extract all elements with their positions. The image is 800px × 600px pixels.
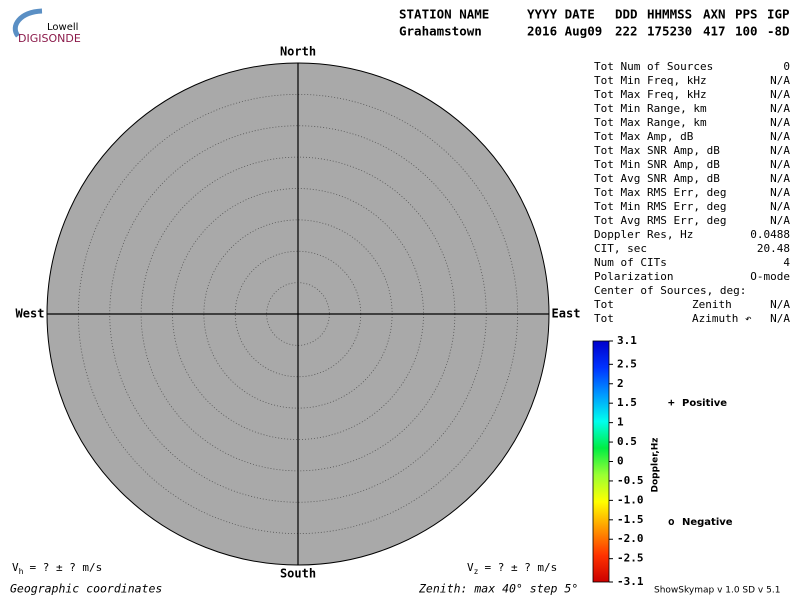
colorbar-tick-label: 1 [617, 416, 624, 429]
stat-value: N/A [770, 214, 790, 227]
logo-bottom: DIGISONDE [18, 32, 81, 45]
colorbar-tick-label: 2.5 [617, 357, 637, 370]
stat-value: 4 [783, 256, 790, 269]
stat-label: Num of CITs [594, 256, 667, 269]
legend-name: Positive [682, 398, 727, 409]
stat-value: N/A [770, 158, 790, 171]
stat-value: N/A [770, 200, 790, 213]
legend-name: Negative [682, 517, 733, 528]
legend-marker: + [668, 396, 675, 409]
header-label: PPS [735, 7, 758, 22]
header-label: DDD [615, 7, 638, 22]
stat-label: Center of Sources, deg: [594, 284, 746, 297]
header-value: 100 [735, 24, 758, 39]
stat-value: N/A [770, 298, 790, 311]
stat-label: Tot Max Amp, dB [594, 130, 694, 143]
stat-label: Tot Min RMS Err, deg [594, 200, 726, 213]
north-label: North [280, 45, 316, 59]
header-value: -8D [767, 24, 790, 39]
stat-label: Doppler Res, Hz [594, 228, 693, 241]
header-value: 2016 Aug09 [527, 24, 602, 39]
velocity-subscript: h [19, 567, 24, 576]
stat-label: Tot Max Range, km [594, 116, 707, 129]
stat-label: Tot Min Range, km [594, 102, 707, 115]
colorbar-tick-label: 2 [617, 377, 624, 390]
stat-value: N/A [770, 172, 790, 185]
stat-label: Tot Avg RMS Err, deg [594, 214, 726, 227]
stat-label: Tot [594, 312, 614, 325]
colorbar-label: Doppler,Hz [651, 437, 661, 492]
west-label: West [16, 307, 45, 321]
stat-label: Tot Max RMS Err, deg [594, 186, 726, 199]
stat-label: Tot Min Freq, kHz [594, 74, 707, 87]
velocity-text: = ? ± ? m/s [484, 561, 557, 574]
colorbar-tick-label: -1.5 [617, 513, 644, 526]
coordinates-note: Geographic coordinates [10, 582, 162, 596]
logo-top: Lowell [47, 22, 78, 33]
stat-sublabel: Azimuth ↶ [692, 312, 752, 325]
stat-value: O-mode [750, 270, 790, 283]
velocity-symbol: V [12, 561, 19, 574]
stat-label: Tot Max SNR Amp, dB [594, 144, 720, 157]
velocity-symbol: V [467, 561, 474, 574]
logo-swoosh [12, 8, 43, 38]
velocity-text: = ? ± ? m/s [29, 561, 102, 574]
velocity-subscript: z [474, 567, 479, 576]
stat-label: Tot Max Freq, kHz [594, 88, 707, 101]
colorbar-tick-label: -3.1 [617, 575, 644, 588]
header-value: 417 [703, 24, 726, 39]
zenith-note: Zenith: max 40° step 5° [418, 582, 578, 596]
legend-marker: o [668, 515, 675, 528]
stat-value: N/A [770, 312, 790, 325]
colorbar-tick-label: 3.1 [617, 334, 637, 347]
logo: Lowell DIGISONDE [12, 8, 81, 45]
stat-label: CIT, sec [594, 242, 647, 255]
stat-label: Tot Num of Sources [594, 60, 713, 73]
stat-value: 20.48 [757, 242, 790, 255]
colorbar-tick-label: -1.0 [617, 493, 644, 506]
header-label: IGP [767, 7, 790, 22]
header-value: 222 [615, 24, 638, 39]
stat-value: N/A [770, 186, 790, 199]
stat-label: Tot [594, 298, 614, 311]
stat-sublabel: Zenith [692, 298, 732, 311]
stat-value: 0.0488 [750, 228, 790, 241]
stat-label: Polarization [594, 270, 673, 283]
stat-value: N/A [770, 116, 790, 129]
stat-value: N/A [770, 88, 790, 101]
colorbar-tick-label: 1.5 [617, 396, 637, 409]
velocity: Vz = ? ± ? m/s [467, 561, 557, 576]
stat-label: Tot Min SNR Amp, dB [594, 158, 720, 171]
east-label: East [552, 307, 581, 321]
stat-value: N/A [770, 102, 790, 115]
stat-value: N/A [770, 130, 790, 143]
south-label: South [280, 567, 316, 581]
header-label: AXN [703, 7, 726, 22]
stat-label: Tot Avg SNR Amp, dB [594, 172, 720, 185]
velocity: Vh = ? ± ? m/s [12, 561, 102, 576]
colorbar-tick-label: 0.5 [617, 435, 637, 448]
header-value: Grahamstown [399, 24, 482, 39]
header-value: 175230 [647, 24, 692, 39]
header-label: HHMMSS [647, 7, 692, 22]
stat-value: 0 [783, 60, 790, 73]
colorbar-tick-label: -2.0 [617, 532, 644, 545]
header-label: YYYY DATE [527, 7, 595, 22]
colorbar-tick-label: -0.5 [617, 474, 644, 487]
version: ShowSkymap v 1.0 SD v 5.1 [654, 586, 780, 596]
colorbar-tick-label: -2.5 [617, 552, 644, 565]
colorbar-tick-label: 0 [617, 455, 624, 468]
stat-value: N/A [770, 144, 790, 157]
header-label: STATION NAME [399, 7, 489, 22]
colorbar [592, 340, 610, 583]
stat-value: N/A [770, 74, 790, 87]
